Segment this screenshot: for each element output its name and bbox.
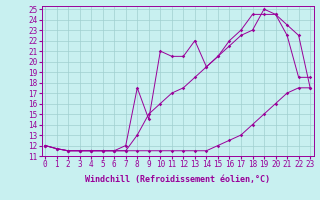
X-axis label: Windchill (Refroidissement éolien,°C): Windchill (Refroidissement éolien,°C): [85, 175, 270, 184]
